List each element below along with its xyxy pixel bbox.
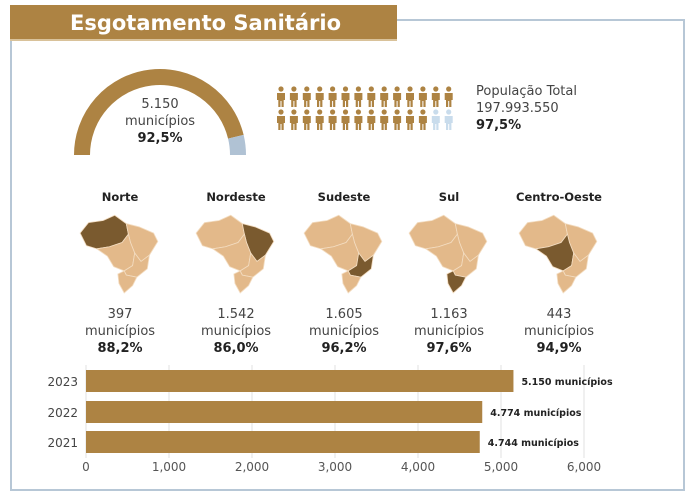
- person-icon: [341, 109, 350, 130]
- gauge-chart: [74, 69, 246, 156]
- x-tick-label: 0: [82, 460, 90, 474]
- x-tick-label: 1,000: [152, 460, 186, 474]
- brazil-map-icon: [195, 214, 275, 294]
- region-percent: 96,2%: [321, 341, 367, 356]
- person-icon: [393, 86, 402, 107]
- region-percent: 86,0%: [213, 341, 259, 356]
- region-count: 443: [546, 307, 572, 322]
- person-icon: [431, 86, 440, 107]
- bar-2021: [86, 431, 480, 453]
- region-nordeste: Nordeste 1.542 municípios 86,0%: [181, 190, 291, 357]
- region-unit: municípios: [200, 324, 272, 339]
- person-icon: [277, 109, 285, 130]
- brazil-map-icon: [79, 214, 159, 294]
- person-icon: [418, 86, 427, 107]
- data-label: 4.744 municípios: [488, 438, 580, 449]
- gauge-label: 5.150 municípios 92,5%: [100, 96, 220, 147]
- page-title: Esgotamento Sanitário: [10, 5, 397, 41]
- bar-chart: 0 1,000 2,000 3,000 4,000 5,000 6,000 2023 5.150…: [47, 365, 613, 474]
- person-icon: [277, 86, 285, 107]
- gauge-percent: 92,5%: [137, 131, 183, 146]
- map-region-sul: [117, 270, 138, 294]
- person-icon: [380, 109, 389, 130]
- person-icon: [406, 86, 414, 107]
- person-icon: [444, 109, 453, 130]
- region-count: 1.163: [430, 307, 468, 322]
- map-region-sul: [446, 270, 467, 294]
- y-tick-label: 2021: [47, 436, 78, 450]
- person-icon: [341, 86, 350, 107]
- gauge-count: 5.150: [141, 97, 179, 112]
- map-region-sul: [556, 270, 577, 294]
- map-region-sul: [233, 270, 254, 294]
- person-icon: [289, 86, 298, 107]
- gauge-unit: municípios: [124, 114, 196, 129]
- person-icon: [431, 109, 440, 130]
- region-sul: Sul 1.163 municípios 97,6%: [394, 190, 504, 357]
- region-norte: Norte 397 municípios 88,2%: [65, 190, 175, 357]
- population-summary: População Total 197.993.550 97,5%: [476, 83, 577, 134]
- bar-2023: [86, 370, 514, 392]
- region-count: 1.605: [325, 307, 363, 322]
- region-name: Centro-Oeste: [516, 190, 602, 204]
- x-tick-label: 3,000: [318, 460, 352, 474]
- gauge-rest: [228, 134, 246, 156]
- person-icon: [406, 109, 414, 130]
- region-percent: 88,2%: [97, 341, 143, 356]
- brazil-map-icon: [408, 214, 488, 294]
- data-label: 4.774 municípios: [490, 408, 582, 419]
- person-icon: [380, 86, 389, 107]
- population-value: 197.993.550: [476, 101, 559, 116]
- person-icon: [354, 109, 363, 130]
- person-icon: [444, 86, 453, 107]
- person-icon: [315, 86, 324, 107]
- region-name: Sul: [438, 190, 460, 204]
- region-unit: municípios: [523, 324, 595, 339]
- person-icon: [315, 109, 324, 130]
- map-region-sul: [341, 270, 362, 294]
- region-unit: municípios: [84, 324, 156, 339]
- x-tick-label: 6,000: [567, 460, 601, 474]
- region-count: 397: [107, 307, 133, 322]
- y-tick-label: 2022: [47, 406, 78, 420]
- region-name: Nordeste: [206, 190, 266, 204]
- person-icon: [302, 86, 311, 107]
- brazil-map-icon: [518, 214, 598, 294]
- region-sudeste: Sudeste 1.605 municípios 96,2%: [289, 190, 399, 357]
- region-percent: 94,9%: [536, 341, 582, 356]
- population-icons: [277, 86, 453, 130]
- gauge-fill: [74, 69, 244, 156]
- bar-2022: [86, 401, 483, 423]
- region-unit: municípios: [413, 324, 485, 339]
- person-icon: [289, 109, 298, 130]
- person-icon: [418, 109, 427, 130]
- person-icon: [302, 109, 311, 130]
- population-label: População Total: [476, 84, 577, 99]
- person-icon: [393, 109, 402, 130]
- population-percent: 97,5%: [476, 118, 522, 133]
- x-tick-label: 5,000: [484, 460, 518, 474]
- region-percent: 97,6%: [426, 341, 472, 356]
- person-icon: [367, 86, 376, 107]
- x-tick-label: 2,000: [235, 460, 269, 474]
- person-icon: [367, 109, 376, 130]
- person-icon: [354, 86, 363, 107]
- y-tick-label: 2023: [47, 375, 78, 389]
- region-unit: municípios: [308, 324, 380, 339]
- person-icon: [328, 86, 337, 107]
- brazil-map-icon: [303, 214, 383, 294]
- person-icon: [328, 109, 337, 130]
- region-count: 1.542: [217, 307, 255, 322]
- x-tick-label: 4,000: [401, 460, 435, 474]
- data-label: 5.150 municípios: [521, 377, 613, 388]
- region-centro-oeste: Centro-Oeste 443 municípios 94,9%: [504, 190, 614, 357]
- region-name: Norte: [101, 190, 139, 204]
- region-name: Sudeste: [317, 190, 371, 204]
